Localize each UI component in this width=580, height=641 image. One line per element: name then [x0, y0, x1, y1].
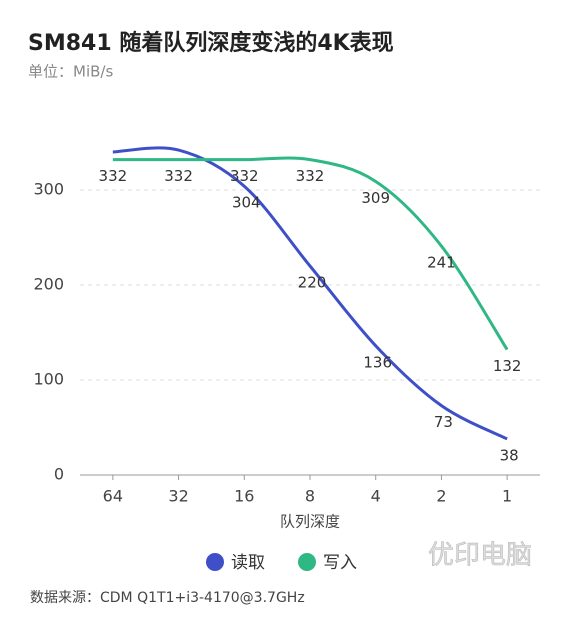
x-tick-label: 1 — [502, 487, 512, 506]
chart-title: SM841 随着队列深度变浅的4K表现 — [28, 30, 394, 56]
data-label: 73 — [434, 413, 453, 431]
x-tick-label: 64 — [103, 487, 123, 506]
x-tick-label: 16 — [234, 487, 254, 506]
data-label: 304 — [232, 194, 261, 212]
y-tick-label: 100 — [33, 370, 64, 389]
x-tick-label: 8 — [305, 487, 315, 506]
chart-subtitle: 单位：MiB/s — [28, 63, 113, 81]
data-label: 332 — [99, 167, 128, 185]
x-tick-label: 32 — [168, 487, 188, 506]
x-tick-label: 2 — [436, 487, 446, 506]
y-tick-label: 0 — [54, 465, 64, 484]
data-label: 332 — [164, 167, 193, 185]
legend-marker — [298, 553, 316, 571]
watermark: 优印电脑 — [428, 541, 532, 571]
legend-marker — [206, 553, 224, 571]
data-label: 332 — [296, 167, 325, 185]
data-label: 332 — [230, 167, 259, 185]
x-tick-label: 4 — [371, 487, 381, 506]
data-label: 132 — [493, 357, 522, 375]
data-label: 241 — [427, 254, 456, 272]
y-tick-label: 300 — [33, 180, 64, 199]
legend-label: 写入 — [323, 553, 357, 573]
data-label: 309 — [361, 189, 390, 207]
series-line — [112, 146, 508, 441]
y-tick-label: 200 — [33, 275, 64, 294]
data-label: 220 — [298, 274, 327, 292]
source-note: 数据来源：CDM Q1T1+i3-4170@3.7GHz — [30, 590, 305, 606]
x-axis-label: 队列深度 — [280, 513, 340, 531]
data-label: 136 — [363, 353, 392, 371]
series-line — [112, 156, 509, 351]
data-label: 38 — [500, 446, 519, 464]
legend-label: 读取 — [231, 553, 265, 573]
